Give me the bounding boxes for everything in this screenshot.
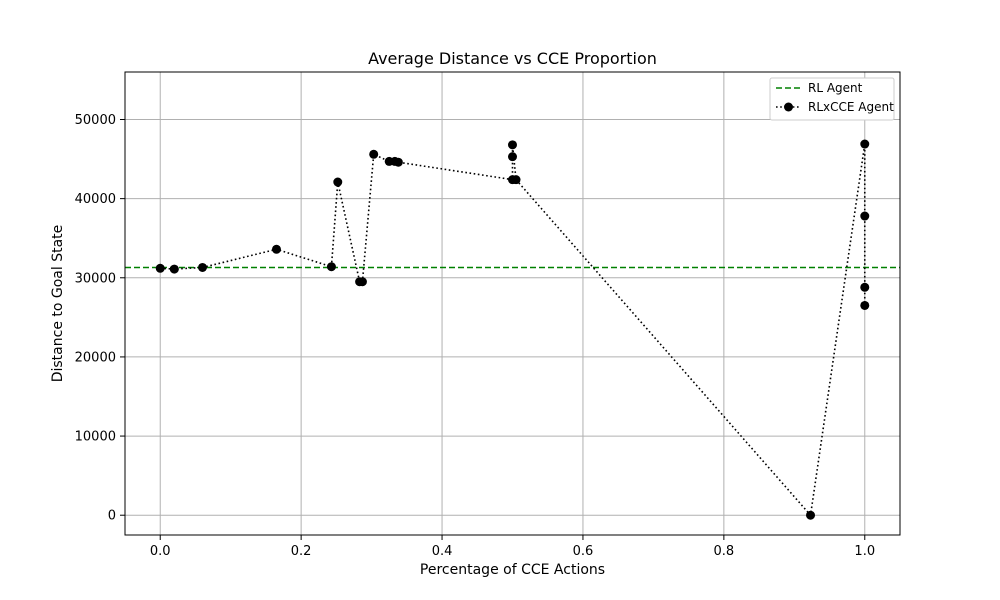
rlxcce-agent-point xyxy=(198,262,207,272)
y-tick-label: 20000 xyxy=(75,350,116,365)
x-tick-label: 1.0 xyxy=(854,544,875,559)
rlxcce-agent-point xyxy=(271,244,281,254)
rlxcce-agent-point xyxy=(860,300,870,310)
legend-rl-agent-label: RL Agent xyxy=(808,81,863,95)
x-axis-label: Percentage of CCE Actions xyxy=(420,562,605,578)
x-tick-label: 0.0 xyxy=(150,544,171,559)
x-tick-label: 0.8 xyxy=(714,544,735,559)
y-tick-label: 40000 xyxy=(75,192,116,207)
plot-area-frame xyxy=(124,71,901,536)
rlxcce-agent-point xyxy=(169,264,179,274)
legend-rlxcce-agent-label: RLxCCE Agent xyxy=(808,100,894,114)
legend-box xyxy=(769,77,895,121)
rlxcce-agent-point xyxy=(511,175,521,185)
rlxcce-agent-point xyxy=(326,262,336,272)
y-tick-label: 50000 xyxy=(75,113,116,128)
chart-title: Average Distance vs CCE Proportion xyxy=(368,49,657,68)
rlxcce-agent-point xyxy=(806,510,816,520)
legend-rlxcce-agent-marker xyxy=(784,102,793,112)
rlxcce-agent-point xyxy=(860,139,870,149)
x-tick-label: 0.6 xyxy=(573,544,594,559)
y-axis-label: Distance to Goal State xyxy=(50,225,66,383)
y-tick-label: 0 xyxy=(108,509,116,524)
ticks: 0.0 0.2 0.4 0.6 0.8 1.0 0 10000 20000 30000 40000 5… xyxy=(75,113,875,559)
grid xyxy=(125,72,900,535)
legend: RL Agent RLxCCE Agent xyxy=(769,77,895,121)
x-tick-label: 0.4 xyxy=(432,544,453,559)
rlxcce-agent-point xyxy=(155,263,165,273)
rlxcce-agent-point xyxy=(508,152,517,162)
rlxcce-agent-point xyxy=(860,282,870,292)
rlxcce-agent-point xyxy=(333,177,343,187)
rlxcce-agent-point xyxy=(357,277,367,287)
rlxcce-agent-point xyxy=(369,149,379,159)
x-tick-label: 0.2 xyxy=(291,544,312,559)
y-tick-label: 30000 xyxy=(75,271,116,286)
rlxcce-agent-point xyxy=(393,157,403,167)
rlxcce-agent-point xyxy=(860,211,870,221)
y-tick-label: 10000 xyxy=(75,430,116,445)
series-group xyxy=(155,139,870,520)
rlxcce-agent-point xyxy=(508,140,517,150)
